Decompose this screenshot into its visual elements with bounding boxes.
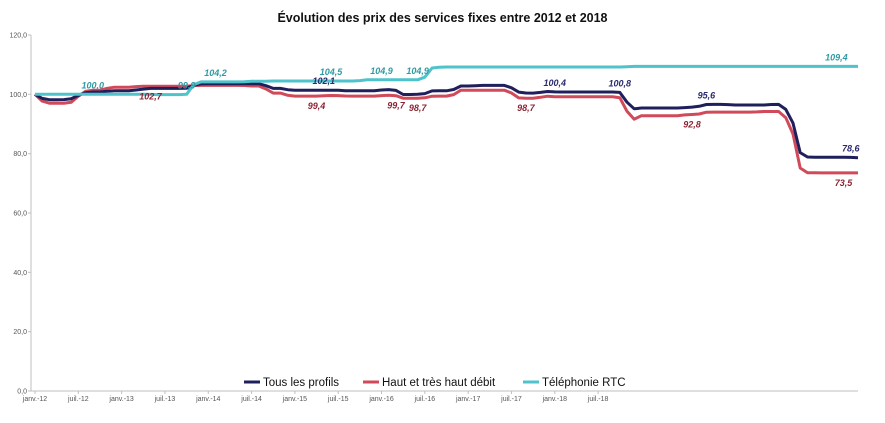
x-tick-label: janv.-17 bbox=[455, 396, 480, 403]
data-label: 109,4 bbox=[825, 52, 848, 62]
data-label: 100,4 bbox=[544, 78, 567, 88]
series-line-1 bbox=[33, 83, 858, 175]
y-tick-label: 60,0 bbox=[13, 211, 27, 218]
series-line-0 bbox=[34, 82, 859, 160]
y-tick-label: 0,0 bbox=[17, 389, 27, 396]
x-tick-label: juil.-15 bbox=[327, 396, 349, 403]
data-label: 98,7 bbox=[409, 103, 428, 113]
chart-title: Évolution des prix des services fixes en… bbox=[277, 11, 608, 25]
y-axis-ticks: 0,0 20,0 40,0 60,0 80,0 100,0 120,0 bbox=[9, 33, 31, 396]
x-tick-label: juil.-13 bbox=[154, 396, 176, 403]
y-tick-label: 40,0 bbox=[13, 270, 27, 277]
x-tick-label: juil.-14 bbox=[240, 396, 262, 403]
chart-legend: Tous les profils Haut et très haut débit T… bbox=[244, 377, 626, 389]
x-axis-ticks: janv.-12 juil.-12 janv.-13 juil.-13 janv.-14… bbox=[22, 391, 609, 403]
x-tick-label: janv.-13 bbox=[108, 396, 133, 403]
y-tick-label: 20,0 bbox=[13, 329, 27, 336]
legend-label: Haut et très haut débit bbox=[382, 377, 496, 389]
legend-label: Tous les profils bbox=[263, 377, 339, 389]
x-tick-label: juil.-16 bbox=[414, 396, 436, 403]
data-label: 98,7 bbox=[517, 103, 536, 113]
x-tick-label: janv.-18 bbox=[542, 396, 567, 403]
x-tick-label: janv.-12 bbox=[22, 396, 47, 403]
y-tick-label: 120,0 bbox=[9, 33, 27, 40]
x-tick-label: janv.-14 bbox=[195, 396, 220, 403]
y-tick-label: 80,0 bbox=[13, 151, 27, 158]
data-label: 99,4 bbox=[308, 101, 326, 111]
data-label: 73,5 bbox=[835, 178, 854, 188]
series-line-2 bbox=[35, 64, 858, 97]
y-tick-label: 100,0 bbox=[9, 92, 27, 99]
data-label: 104,9 bbox=[370, 66, 393, 76]
data-label: 78,6 bbox=[842, 143, 861, 153]
data-label: 99,7 bbox=[387, 101, 406, 111]
series-lines bbox=[33, 64, 859, 175]
data-label: 100,0 bbox=[81, 80, 104, 90]
x-tick-label: janv.-15 bbox=[282, 396, 307, 403]
x-tick-label: janv.-16 bbox=[368, 396, 393, 403]
x-tick-label: juil.-18 bbox=[587, 396, 609, 403]
data-label: 102,1 bbox=[313, 76, 336, 86]
data-label: 104,9 bbox=[406, 66, 429, 76]
data-label: 92,8 bbox=[683, 120, 701, 130]
x-tick-label: juil.-12 bbox=[67, 396, 89, 403]
data-label: 99,9 bbox=[178, 80, 196, 90]
x-tick-label: juil.-17 bbox=[500, 396, 522, 403]
data-label: 102,7 bbox=[139, 91, 163, 101]
data-label: 100,8 bbox=[608, 78, 631, 88]
legend-label: Téléphonie RTC bbox=[542, 377, 626, 389]
data-label: 104,2 bbox=[204, 68, 227, 78]
data-label: 104,5 bbox=[320, 67, 344, 77]
data-label: 95,6 bbox=[698, 90, 717, 100]
